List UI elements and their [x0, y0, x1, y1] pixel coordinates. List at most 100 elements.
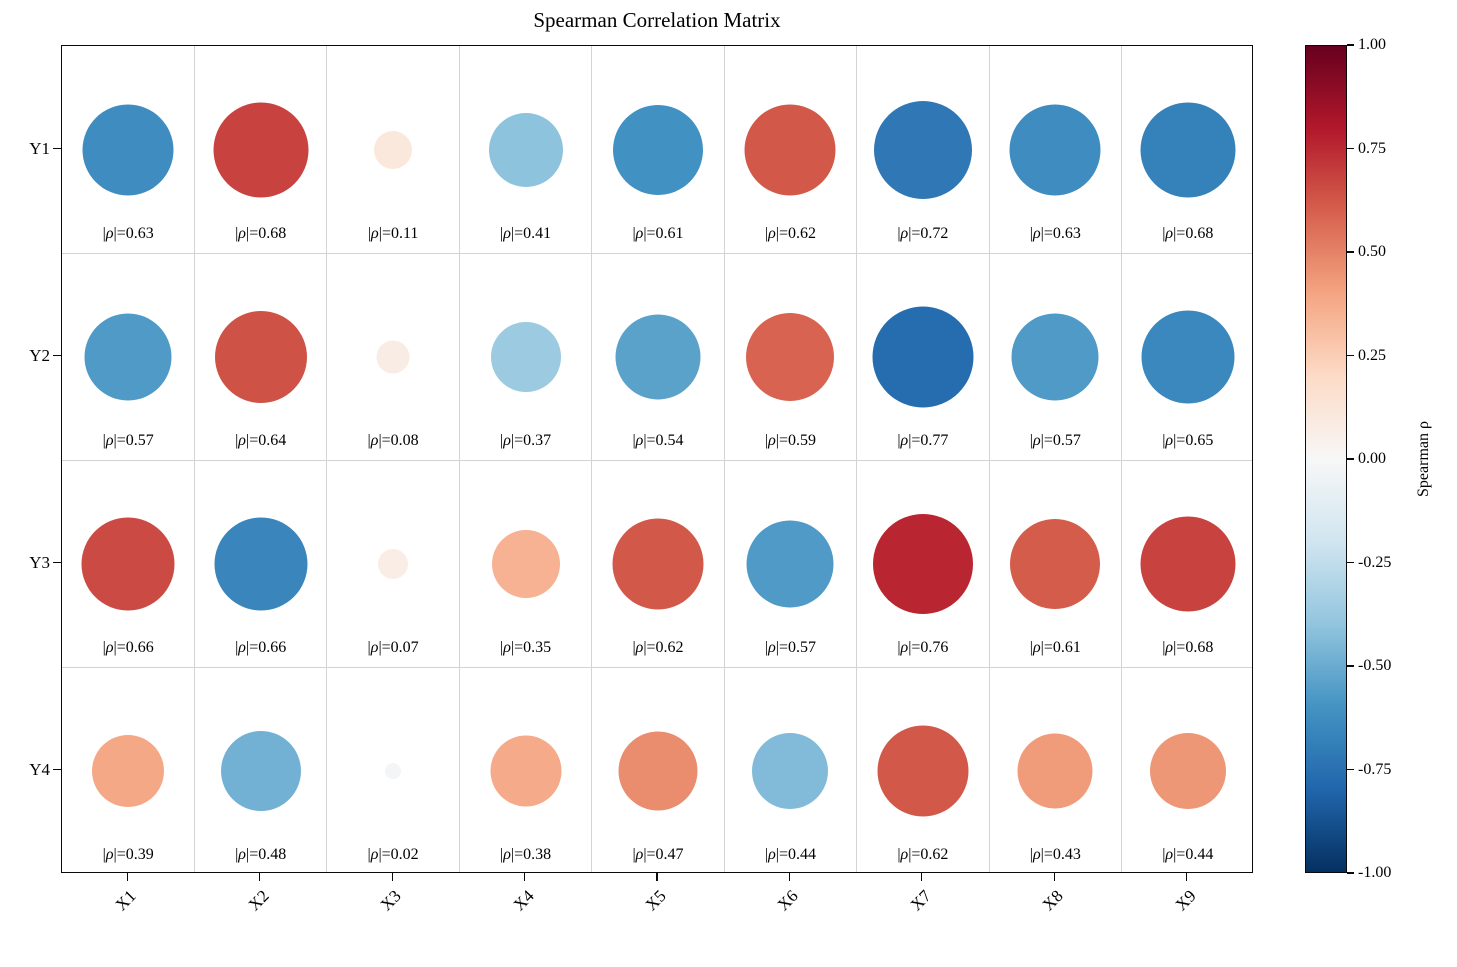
gridline-vertical	[1121, 46, 1123, 872]
correlation-bubble	[752, 732, 829, 809]
gridline-horizontal	[62, 666, 1252, 668]
x-axis-tick	[1186, 873, 1188, 881]
cell-rho-label: |ρ|=0.39	[102, 846, 154, 863]
gridline-vertical	[193, 46, 195, 872]
correlation-bubble	[1141, 310, 1235, 403]
cell-rho-label: |ρ|=0.59	[764, 432, 816, 449]
correlation-bubble	[877, 725, 969, 816]
colorbar-tick	[1347, 44, 1354, 46]
gridline-vertical	[458, 46, 460, 872]
cell-rho-label: |ρ|=0.37	[499, 432, 552, 449]
x-axis-tick-label: X4	[509, 886, 538, 915]
cell-rho-label: |ρ|=0.43	[1029, 846, 1081, 863]
gridline-vertical	[326, 46, 328, 872]
cell-rho-label: |ρ|=0.54	[632, 432, 684, 449]
cell-rho-label: |ρ|=0.66	[235, 639, 287, 656]
colorbar-tick-label: -0.50	[1358, 657, 1392, 674]
x-axis-tick	[126, 873, 128, 881]
y-axis-tick-label: Y4	[29, 759, 50, 779]
cell-rho-label: |ρ|=0.35	[499, 639, 552, 656]
cell-rho-label: |ρ|=0.62	[764, 225, 816, 242]
cell-rho-label: |ρ|=0.62	[897, 846, 949, 863]
correlation-bubble	[615, 314, 701, 399]
chart-title: Spearman Correlation Matrix	[533, 8, 781, 32]
colorbar-tick	[1347, 561, 1354, 564]
cell-rho-label: |ρ|=0.68	[1162, 225, 1214, 242]
correlation-bubble	[613, 104, 703, 195]
correlation-bubble	[376, 340, 410, 373]
correlation-bubble	[1149, 732, 1226, 809]
x-axis-tick	[656, 873, 658, 881]
colorbar-tick-label: 0.75	[1358, 139, 1386, 157]
y-axis-tick-label: Y2	[29, 345, 50, 365]
x-axis-tick-label: X7	[906, 886, 935, 915]
correlation-bubble	[873, 100, 972, 199]
cell-rho-label: |ρ|=0.44	[1162, 846, 1214, 863]
correlation-bubble	[81, 517, 175, 610]
correlation-bubble	[490, 321, 561, 392]
cell-rho-label: |ρ|=0.68	[235, 225, 287, 242]
y-axis-tick	[53, 354, 61, 357]
correlation-bubble	[872, 306, 974, 407]
colorbar-tick	[1347, 872, 1354, 874]
correlation-bubble	[872, 513, 973, 614]
colorbar-tick-label: -0.25	[1358, 553, 1392, 571]
cell-rho-label: |ρ|=0.02	[367, 846, 419, 863]
correlation-bubble	[612, 518, 704, 609]
cell-rho-label: |ρ|=0.57	[102, 432, 154, 449]
correlation-bubble	[1017, 733, 1093, 808]
colorbar-tick	[1347, 251, 1354, 253]
correlation-bubble	[490, 735, 562, 806]
correlation-bubble	[213, 102, 309, 197]
colorbar-tick	[1347, 458, 1354, 460]
x-axis-tick	[259, 873, 261, 881]
gridline-vertical	[856, 46, 858, 872]
cell-rho-label: |ρ|=0.72	[897, 225, 949, 242]
y-axis-tick	[53, 768, 61, 771]
cell-rho-label: |ρ|=0.44	[764, 846, 816, 863]
correlation-bubble	[84, 313, 172, 400]
colorbar-tick-label: 0.25	[1358, 346, 1386, 364]
correlation-bubble	[1140, 102, 1236, 197]
y-axis-tick-label: Y1	[29, 138, 50, 158]
colorbar-tick	[1347, 147, 1354, 150]
cell-rho-label: |ρ|=0.41	[499, 225, 552, 242]
colorbar-tick	[1347, 665, 1354, 667]
cell-rho-label: |ρ|=0.62	[632, 639, 684, 656]
colorbar-tick-label: 0.00	[1358, 450, 1386, 467]
correlation-bubble	[214, 517, 308, 610]
correlation-bubble	[1140, 516, 1236, 611]
cell-rho-label: |ρ|=0.66	[102, 639, 154, 656]
cell-rho-label: |ρ|=0.11	[367, 225, 419, 242]
correlation-bubble	[744, 104, 836, 195]
gridline-vertical	[723, 46, 725, 872]
cell-rho-label: |ρ|=0.48	[235, 846, 287, 863]
colorbar-tick	[1347, 768, 1354, 771]
x-axis-tick-label: X9	[1171, 886, 1200, 915]
cell-rho-label: |ρ|=0.64	[235, 432, 287, 449]
cell-rho-label: |ρ|=0.61	[632, 225, 684, 242]
cell-rho-label: |ρ|=0.76	[897, 639, 949, 656]
cell-rho-label: |ρ|=0.68	[1162, 639, 1214, 656]
plot-area: |ρ|=0.63 |ρ|=0.68 |ρ|=0.11 |ρ|=0.41 |ρ|=0.61…	[61, 45, 1253, 873]
cell-rho-label: |ρ|=0.47	[632, 846, 684, 863]
x-axis-tick-label: X5	[641, 886, 670, 915]
correlation-bubble	[488, 112, 563, 187]
colorbar-tick	[1347, 354, 1354, 357]
y-axis-tick-label: Y3	[29, 552, 50, 572]
cell-rho-label: |ρ|=0.63	[1029, 225, 1081, 242]
correlation-bubble	[746, 520, 834, 607]
gridline-vertical	[988, 46, 990, 872]
correlation-bubble	[1011, 313, 1099, 400]
x-axis-tick-label: X2	[244, 886, 273, 915]
cell-rho-label: |ρ|=0.57	[1029, 432, 1081, 449]
x-axis-tick-label: X6	[774, 886, 803, 915]
x-axis-tick	[391, 873, 393, 881]
colorbar	[1305, 45, 1347, 873]
correlation-bubble	[618, 731, 698, 810]
x-axis-tick-label: X8	[1038, 886, 1068, 915]
correlation-bubble	[1010, 518, 1101, 609]
correlation-bubble	[491, 529, 560, 598]
x-axis-tick	[921, 873, 923, 881]
